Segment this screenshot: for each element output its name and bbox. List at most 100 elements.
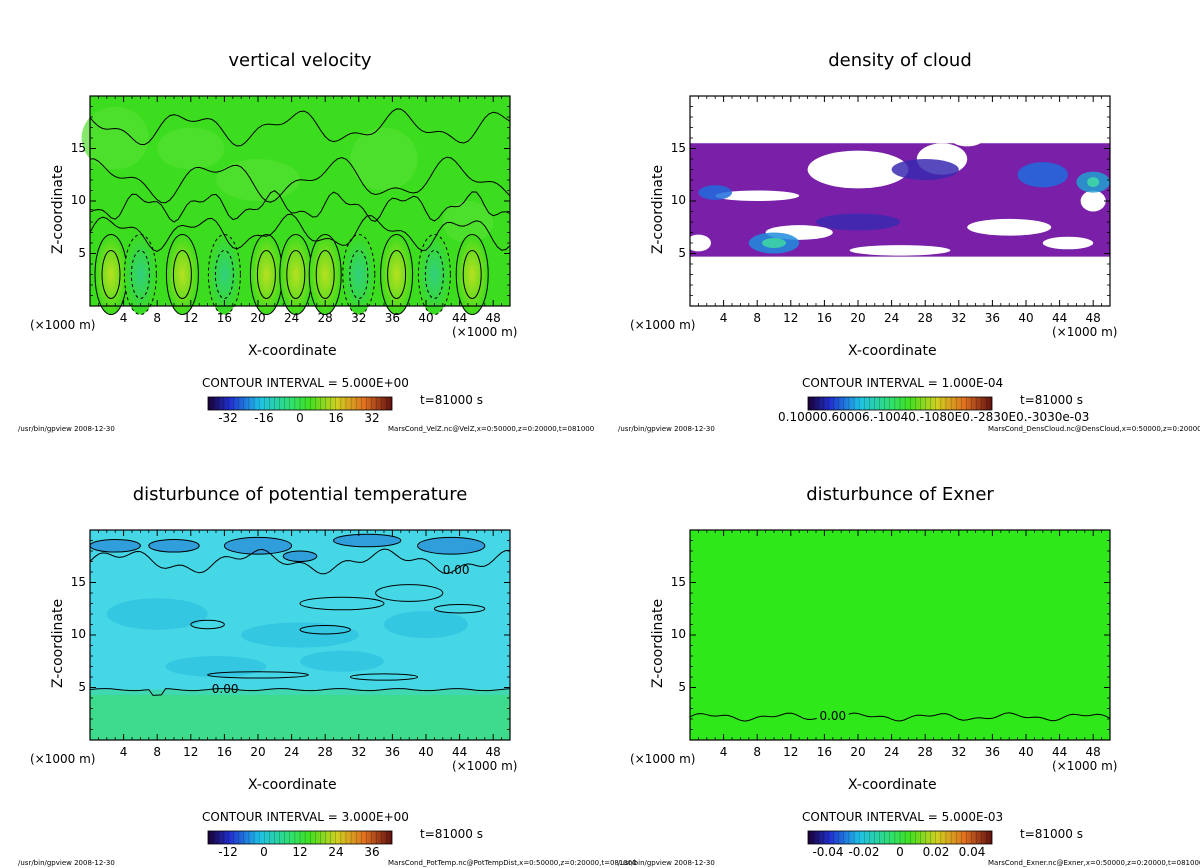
y-axis-label: Z-coordinate xyxy=(50,164,66,254)
chart-title: vertical velocity xyxy=(228,50,372,71)
contour-line xyxy=(89,190,511,223)
x-tick-label: 24 xyxy=(283,745,300,759)
cold-patch xyxy=(148,539,200,553)
contour-line xyxy=(282,550,318,562)
cloud-gap xyxy=(1080,190,1106,212)
x-tick-label: 24 xyxy=(283,311,300,325)
y-tick-label: 5 xyxy=(678,245,686,260)
contour-line xyxy=(214,250,234,299)
footer-right: MarsCond_VelZ.nc@VelZ,x=0:50000,z=0:2000… xyxy=(388,425,595,433)
y-axis-label: Z-coordinate xyxy=(650,598,666,688)
contour-line xyxy=(89,108,511,147)
contour-line xyxy=(123,234,157,315)
footer-left: /usr/bin/gpview 2008-12-30 xyxy=(18,425,115,433)
x-tick-label: 36 xyxy=(384,745,401,759)
cloud-dense-patch xyxy=(698,185,732,200)
x-tick-label: 16 xyxy=(216,311,233,325)
contour-line xyxy=(223,536,293,555)
y-tick-label: 5 xyxy=(78,679,86,694)
contour-line xyxy=(299,625,351,635)
cloud-gap xyxy=(715,190,800,201)
x-tick-label: 28 xyxy=(317,745,333,759)
y-tick-label: 15 xyxy=(670,140,686,155)
t-label: t=81000 s xyxy=(420,827,483,841)
updraft-cell xyxy=(279,234,312,315)
x-tick-label: 24 xyxy=(883,311,900,325)
x-tick-label: 48 xyxy=(1085,745,1101,759)
footer-right: MarsCond_Exner.nc@Exner,x=0:50000,z=0:20… xyxy=(988,859,1200,867)
contour-interval: CONTOUR INTERVAL = 5.000E-03 xyxy=(802,810,1004,824)
x-tick-label: 8 xyxy=(153,745,161,759)
field-blob xyxy=(81,106,149,170)
x-tick-label: 36 xyxy=(984,745,1001,759)
cloud-dense-patch xyxy=(1017,162,1068,188)
cloud-gap xyxy=(950,129,984,147)
x-tick-label: 48 xyxy=(1085,311,1101,325)
x-unit-left: (×1000 m) xyxy=(30,318,96,332)
x-axis-label: X-coordinate xyxy=(848,777,937,793)
x-axis-label: X-coordinate xyxy=(248,343,337,359)
field-blob xyxy=(241,622,359,648)
contour-line xyxy=(148,538,200,553)
x-tick-label: 20 xyxy=(850,745,866,759)
cloud-gap xyxy=(849,245,951,256)
x-tick-label: 32 xyxy=(951,311,967,325)
x-tick-label: 32 xyxy=(351,311,367,325)
x-tick-label: 28 xyxy=(317,311,333,325)
x-tick-label: 24 xyxy=(883,745,900,759)
x-unit-left: (×1000 m) xyxy=(630,752,696,766)
x-tick-label: 4 xyxy=(119,311,128,325)
contour-line xyxy=(101,250,121,299)
y-tick-label: 10 xyxy=(670,193,686,207)
x-unit-right: (×1000 m) xyxy=(1052,325,1118,339)
panel-4: 0.00 xyxy=(689,529,1111,845)
colorbar-tick-label: -16 xyxy=(254,411,274,425)
colorbar-tick-label: -0.02 xyxy=(848,845,880,859)
contour-label-bg xyxy=(816,710,849,723)
cloud-dense-patch xyxy=(762,238,786,248)
cold-patch xyxy=(333,534,401,547)
colorbar-tick-label: 24 xyxy=(328,845,344,859)
contour-label-upper: 0.00 xyxy=(443,563,470,577)
colorbar-tick-label: 16 xyxy=(328,411,344,425)
cloud-dense-patch xyxy=(1087,177,1100,188)
x-tick-label: 20 xyxy=(850,311,866,325)
contour-line xyxy=(207,671,309,679)
y-tick-label: 10 xyxy=(70,193,86,207)
updraft-cell xyxy=(418,234,451,315)
y-tick-label: 5 xyxy=(678,679,686,694)
chart-title: disturbunce of potential temperature xyxy=(132,484,468,505)
x-tick-label: 8 xyxy=(753,745,761,759)
x-tick-label: 44 xyxy=(451,745,468,759)
x-tick-label: 40 xyxy=(1018,311,1034,325)
x-tick-label: 8 xyxy=(753,311,761,325)
updraft-cell xyxy=(342,234,375,315)
contour-line xyxy=(375,584,444,602)
cold-patch xyxy=(283,551,317,562)
contour-line xyxy=(315,250,335,299)
x-tick-label: 4 xyxy=(719,745,728,759)
contour-line xyxy=(256,250,276,299)
x-tick-label: 36 xyxy=(384,311,401,325)
x-tick-label: 12 xyxy=(783,311,799,325)
x-axis-label: X-coordinate xyxy=(248,777,337,793)
field-blob xyxy=(300,650,384,672)
contour-interval: CONTOUR INTERVAL = 5.000E+00 xyxy=(202,376,409,390)
x-tick-label: 36 xyxy=(984,311,1001,325)
field-blob xyxy=(106,598,208,630)
contour-line xyxy=(207,234,241,315)
colorbar-tick-label: 0.02 xyxy=(922,845,950,859)
x-unit-right: (×1000 m) xyxy=(1052,759,1118,773)
field-blob xyxy=(350,127,418,191)
contour-line xyxy=(299,596,385,611)
colorbar-tick-label: 0.04 xyxy=(958,845,986,859)
cloud-gap xyxy=(1042,236,1094,250)
contour-line xyxy=(689,712,1111,722)
x-tick-label: 20 xyxy=(250,745,266,759)
x-tick-label: 20 xyxy=(250,311,266,325)
contour-line xyxy=(286,250,306,299)
footer-right: MarsCond_DensCloud.nc@DensCloud,x=0:5000… xyxy=(988,425,1200,433)
y-axis-label: Z-coordinate xyxy=(50,598,66,688)
colorbar-tick-label: -32 xyxy=(218,411,238,425)
